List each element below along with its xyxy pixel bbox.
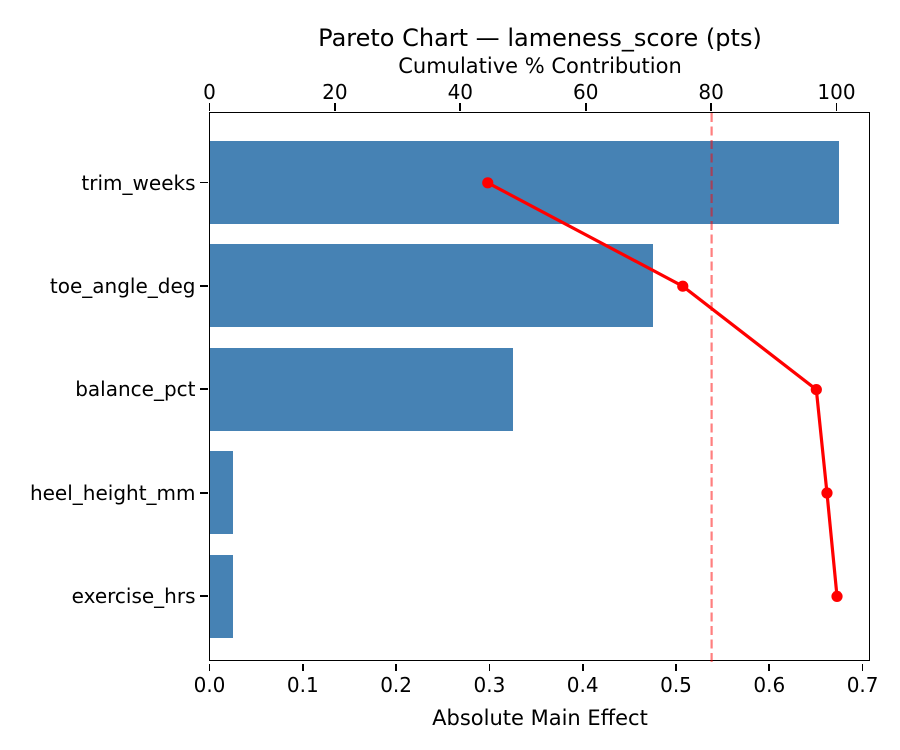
x-bottom-tick-label: 0.6 <box>753 673 786 697</box>
x-top-tick <box>835 103 838 111</box>
x-top-tick-label: 60 <box>572 80 599 104</box>
plot-area <box>208 111 872 662</box>
x-top-tick <box>584 103 587 111</box>
x-bottom-tick-label: 0.7 <box>846 673 879 697</box>
category-label-balance_pct: balance_pct <box>75 377 196 402</box>
x-bottom-tick <box>675 663 677 671</box>
line-layer <box>210 112 872 662</box>
x-bottom-tick-label: 0.4 <box>566 673 599 697</box>
x-top-tick <box>208 103 211 111</box>
y-axis-tick <box>200 491 208 494</box>
cumulative-point-exercise_hrs <box>831 590 843 602</box>
bar-trim_weeks <box>209 141 840 225</box>
y-axis-tick <box>200 181 208 184</box>
x-bottom-tick <box>861 663 864 671</box>
x-top-tick-label: 100 <box>817 80 856 104</box>
cumulative-point-balance_pct <box>810 383 822 395</box>
cumulative-point-heel_height_mm <box>820 487 833 499</box>
x-top-tick <box>459 103 462 111</box>
category-label-trim_weeks: trim_weeks <box>81 170 196 195</box>
category-label-exercise_hrs: exercise_hrs <box>71 584 196 609</box>
x-top-tick <box>334 103 336 111</box>
category-label-toe_angle_deg: toe_angle_deg <box>49 273 196 298</box>
chart-title: Pareto Chart — lameness_score (pts) <box>318 24 762 52</box>
x-top-tick-label: 80 <box>698 80 724 104</box>
y-axis-tick <box>200 388 208 391</box>
x-bottom-tick <box>581 663 584 671</box>
bottom-axis-title: Absolute Main Effect <box>432 706 648 730</box>
x-bottom-tick <box>768 663 771 671</box>
x-bottom-tick-label: 0.2 <box>380 673 412 697</box>
cumulative-point-trim_weeks <box>481 176 493 189</box>
x-bottom-tick-label: 0.1 <box>286 673 319 697</box>
bars-layer <box>209 113 872 662</box>
cumulative-line-svg <box>481 112 843 662</box>
cumulative-point-toe_angle_deg <box>676 280 688 292</box>
x-bottom-tick-label: 0.3 <box>473 673 506 697</box>
top-axis-title: Cumulative % Contribution <box>398 54 682 78</box>
x-bottom-tick-label: 0.5 <box>660 673 692 697</box>
x-top-tick-label: 20 <box>322 80 348 104</box>
x-bottom-tick <box>301 663 304 671</box>
x-bottom-tick <box>208 663 211 671</box>
bar-balance_pct <box>209 347 513 431</box>
x-top-tick <box>710 103 712 111</box>
x-bottom-tick <box>488 663 491 671</box>
cumulative-line <box>486 181 839 597</box>
x-top-tick-label: 0 <box>203 80 216 104</box>
y-axis-tick <box>200 285 208 287</box>
bar-exercise_hrs <box>209 554 233 638</box>
x-bottom-tick <box>395 663 397 671</box>
category-label-heel_height_mm: heel_height_mm <box>29 480 196 505</box>
x-bottom-tick-label: 0.0 <box>193 673 226 697</box>
x-top-tick-label: 40 <box>447 80 474 104</box>
y-axis-tick <box>200 595 208 597</box>
bar-heel_height_mm <box>209 451 233 535</box>
bar-toe_angle_deg <box>209 244 653 328</box>
